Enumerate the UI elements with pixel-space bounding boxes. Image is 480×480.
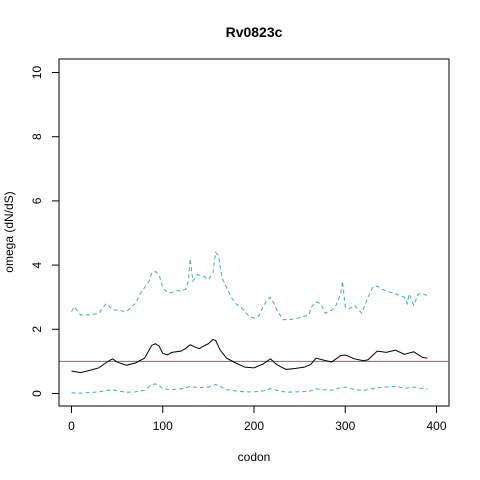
x-tick-label-1: 100 — [153, 419, 173, 433]
y-tick-label-4: 8 — [30, 133, 44, 140]
y-tick-label-5: 10 — [30, 66, 44, 80]
y-tick-label-2: 4 — [30, 261, 44, 268]
y-tick-label-0: 0 — [30, 390, 44, 397]
x-tick-label-4: 400 — [426, 419, 446, 433]
x-tick-label-0: 0 — [68, 419, 75, 433]
y-tick-label-3: 6 — [30, 197, 44, 204]
y-tick-label-1: 2 — [30, 326, 44, 333]
axes-layer: 0 100 200 300 400 0 2 4 6 8 10 — [30, 66, 447, 433]
series-layer — [59, 251, 449, 394]
chart-title: Rv0823c — [226, 24, 283, 40]
x-tick-label-2: 200 — [244, 419, 264, 433]
x-axis-label: codon — [238, 450, 271, 464]
plot-frame — [58, 58, 450, 407]
series-line-0 — [71, 338, 428, 374]
y-axis-label: omega (dN/dS) — [2, 191, 16, 272]
series-line-1 — [71, 251, 428, 321]
series-line-2 — [71, 383, 428, 394]
x-tick-label-3: 300 — [335, 419, 355, 433]
